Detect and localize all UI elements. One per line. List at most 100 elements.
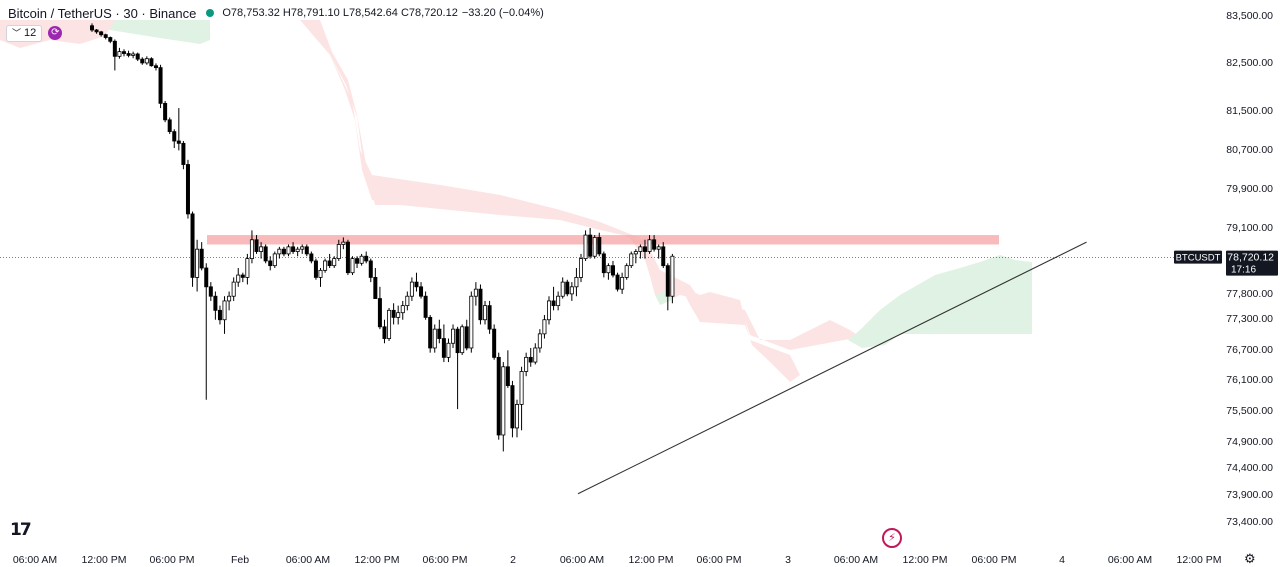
- x-tick-label: 12:00 PM: [903, 554, 948, 566]
- candle: [341, 237, 346, 250]
- candle: [323, 258, 328, 273]
- candle-body-down: [437, 328, 442, 339]
- symbol-title[interactable]: Bitcoin / TetherUS · 30 · Binance: [8, 5, 197, 21]
- candle: [524, 352, 529, 377]
- candle: [295, 246, 300, 257]
- candle-body-down: [327, 260, 332, 267]
- candle: [473, 282, 478, 306]
- candle-body-down: [112, 40, 117, 57]
- candle: [629, 251, 634, 268]
- candle: [647, 235, 652, 254]
- candle: [185, 159, 190, 219]
- candle: [537, 329, 542, 353]
- candle-body-up: [332, 258, 337, 267]
- candle: [345, 239, 350, 276]
- candle: [391, 303, 396, 325]
- candle-body-down: [313, 260, 318, 278]
- cloud-bear-lower-mid: [680, 285, 800, 382]
- candle: [451, 324, 456, 348]
- candle: [227, 291, 232, 311]
- cloud-bear-upper-segment: [300, 20, 660, 292]
- candle-body-up: [259, 246, 264, 252]
- candle: [149, 57, 154, 67]
- candle-body-up: [295, 248, 300, 252]
- candle-body-down: [240, 274, 245, 278]
- candle-body-up: [227, 295, 232, 302]
- candle: [597, 232, 602, 257]
- candle-body-up: [318, 269, 323, 278]
- candle: [126, 50, 131, 58]
- candle-body-up: [222, 300, 227, 321]
- candle: [620, 272, 625, 294]
- candle: [432, 324, 437, 353]
- candle-body-down: [597, 237, 602, 255]
- candle: [661, 242, 666, 268]
- y-tick-label: 76,700.00: [1226, 344, 1273, 356]
- candle: [117, 47, 122, 59]
- candle-body-up: [583, 234, 588, 259]
- candle-body-down: [373, 277, 378, 299]
- candle: [441, 324, 446, 363]
- y-tick-label: 79,900.00: [1226, 183, 1273, 195]
- candle: [263, 244, 268, 264]
- candle-body-up: [524, 356, 529, 372]
- resistance-zone[interactable]: [207, 235, 999, 245]
- candle: [231, 277, 236, 301]
- candle: [583, 230, 588, 261]
- candle: [519, 366, 524, 431]
- candle-body-up: [341, 241, 346, 245]
- candle-body-up: [606, 265, 611, 274]
- price-badge-bg: [1226, 250, 1278, 276]
- candle: [99, 30, 104, 37]
- gear-icon[interactable]: ⚙: [1244, 551, 1256, 566]
- candle-body-down: [99, 31, 104, 36]
- candle: [565, 279, 570, 297]
- x-tick-label: 3: [785, 554, 791, 566]
- candle: [300, 244, 305, 254]
- x-tick-label: 06:00 AM: [560, 554, 604, 566]
- x-tick-label: 06:00 AM: [834, 554, 878, 566]
- lightning-bolt-icon[interactable]: ⚡: [882, 528, 902, 548]
- interval-dropdown[interactable]: ﹀ 12: [6, 24, 43, 42]
- candle: [455, 326, 460, 410]
- candle-body-down: [419, 286, 424, 297]
- candle-body-down: [610, 265, 615, 276]
- candle: [90, 23, 95, 32]
- y-tick-label: 75,500.00: [1226, 405, 1273, 417]
- candle-body-down: [217, 309, 222, 321]
- y-tick-label: 73,400.00: [1226, 516, 1273, 528]
- candle: [505, 350, 510, 388]
- candle: [542, 315, 547, 339]
- candle: [551, 286, 556, 311]
- candle-body-down: [355, 258, 360, 264]
- candle: [483, 300, 488, 325]
- candle-body-down: [135, 53, 140, 60]
- candle: [336, 239, 341, 261]
- candle: [108, 36, 113, 44]
- cloud-bull-lower-right: [848, 255, 1032, 348]
- trendline[interactable]: [577, 241, 1087, 495]
- x-tick-label: 06:00 AM: [286, 554, 330, 566]
- y-tick-label: 74,900.00: [1226, 436, 1273, 448]
- candle: [245, 253, 250, 285]
- candle-body-down: [309, 253, 314, 262]
- candle-body-up: [231, 281, 236, 297]
- market-open-dot: [206, 9, 215, 17]
- candle-body-down: [121, 51, 126, 54]
- sync-icon[interactable]: ⟳: [48, 26, 63, 40]
- candle: [496, 352, 501, 440]
- candle-body-down: [204, 267, 209, 288]
- candle-body-up: [131, 53, 136, 56]
- candle: [569, 282, 574, 301]
- x-tick-label: 12:00 PM: [82, 554, 127, 566]
- candle-body-down: [345, 241, 350, 274]
- candle: [153, 63, 158, 71]
- candle: [309, 251, 314, 264]
- candle: [163, 101, 168, 123]
- candle-body-down: [496, 356, 501, 436]
- tradingview-logo-icon[interactable]: 17: [10, 520, 32, 540]
- x-tick-label: Feb: [231, 554, 249, 566]
- candle-body-down: [492, 328, 497, 358]
- candle: [195, 239, 200, 292]
